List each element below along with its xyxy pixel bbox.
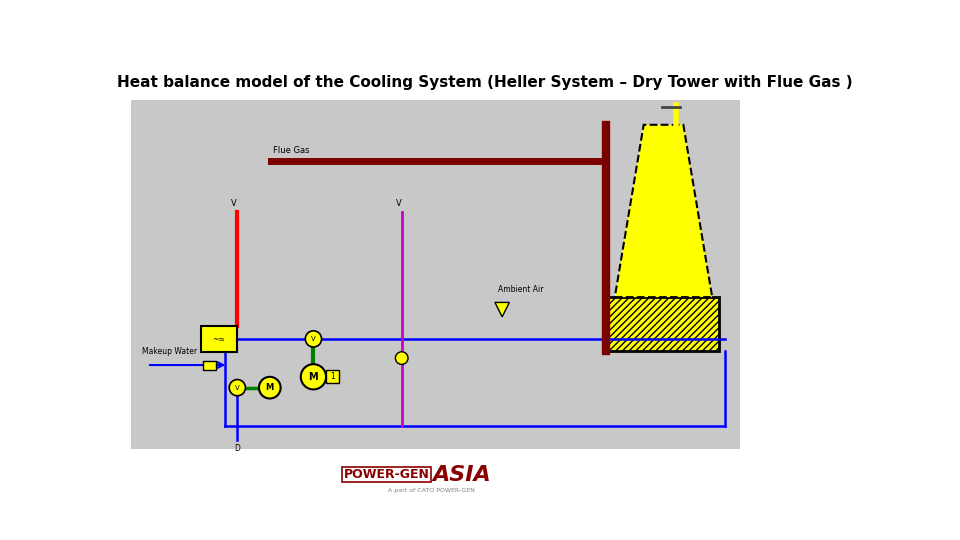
Text: Heat balance model of the Cooling System (Heller System – Dry Tower with Flue Ga: Heat balance model of the Cooling System…: [117, 75, 852, 90]
Text: V: V: [235, 384, 240, 390]
Bar: [608, 297, 719, 351]
Circle shape: [305, 331, 322, 347]
Text: V: V: [230, 199, 236, 208]
Circle shape: [396, 352, 408, 365]
Text: A part of CATO POWER-GEN: A part of CATO POWER-GEN: [388, 488, 474, 493]
Bar: [131, 100, 739, 449]
Text: 1: 1: [330, 372, 335, 381]
Text: Flue Gas: Flue Gas: [273, 146, 309, 155]
Text: ASIA: ASIA: [433, 465, 492, 485]
Circle shape: [259, 377, 280, 399]
Text: ~≈: ~≈: [212, 334, 226, 343]
Text: M: M: [308, 372, 319, 382]
Text: Ambient Air: Ambient Air: [497, 285, 543, 294]
Circle shape: [300, 364, 326, 389]
Text: M: M: [266, 383, 274, 392]
Text: V: V: [396, 199, 402, 208]
Polygon shape: [495, 302, 510, 317]
Text: D: D: [234, 444, 240, 454]
Polygon shape: [614, 125, 712, 297]
Text: Makeup Water: Makeup Water: [142, 347, 197, 356]
Text: V: V: [311, 336, 316, 342]
Bar: [326, 370, 339, 383]
Bar: [201, 326, 237, 352]
Text: POWER-GEN: POWER-GEN: [344, 468, 429, 481]
Bar: [203, 361, 216, 369]
Circle shape: [229, 380, 246, 396]
